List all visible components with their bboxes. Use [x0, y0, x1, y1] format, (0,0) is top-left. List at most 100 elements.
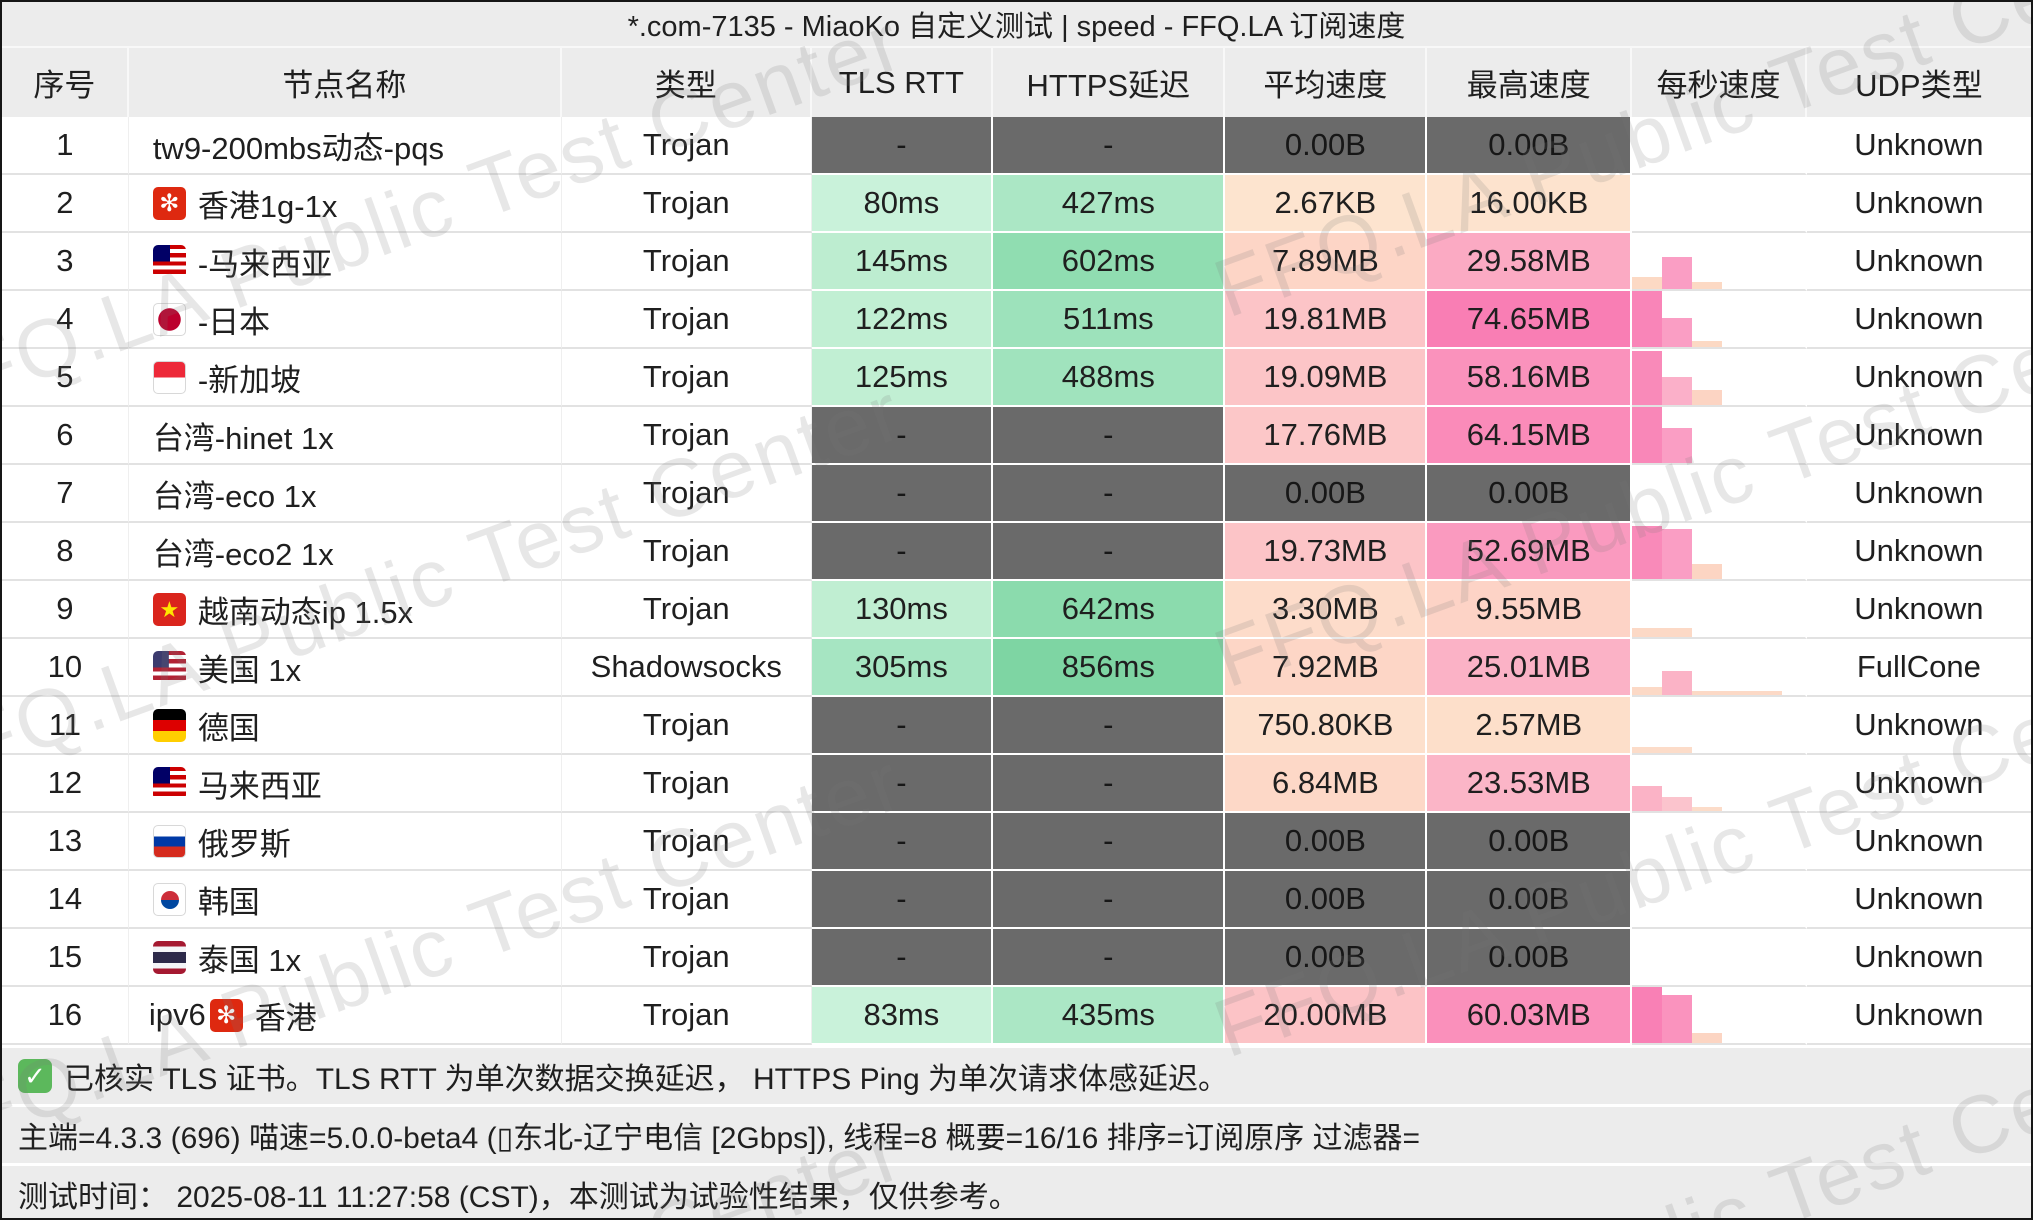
tls-rtt-cell: - [811, 523, 994, 581]
col-header-per-second: 每秒速度 [1632, 48, 1807, 117]
node-type-cell: Trojan [562, 117, 812, 175]
max-speed-cell: 2.57MB [1427, 697, 1633, 755]
speed-histogram-bar [1692, 564, 1723, 579]
udp-type-cell: Unknown [1806, 523, 2031, 581]
max-speed-cell: 58.16MB [1427, 349, 1633, 407]
node-name-cell: 越南动态ip 1.5x [128, 581, 562, 639]
speed-histogram-bar [1662, 747, 1693, 753]
per-second-chart-cell [1632, 291, 1807, 349]
https-latency-cell: - [993, 929, 1226, 987]
udp-type-cell: Unknown [1806, 175, 2031, 233]
avg-speed-cell: 6.84MB [1225, 755, 1428, 813]
node-name-label: -马来西亚 [197, 246, 333, 282]
node-name-cell: 美国 1x [128, 639, 562, 697]
node-name-cell: 台湾-eco 1x [128, 465, 562, 523]
table-row: 13 俄罗斯 Trojan - - 0.00B 0.00B Unknown [2, 813, 2031, 871]
flag-hk-icon [209, 998, 243, 1032]
table-row: 9 越南动态ip 1.5x Trojan 130ms 642ms 3.30MB … [2, 581, 2031, 639]
max-speed-cell: 60.03MB [1427, 987, 1633, 1045]
avg-speed-cell: 0.00B [1225, 871, 1428, 929]
speed-histogram-bar [1662, 528, 1693, 579]
row-index-cell: 9 [2, 581, 129, 639]
per-second-chart-cell [1632, 117, 1807, 175]
node-name-label: 越南动态ip 1.5x [197, 594, 414, 630]
per-second-chart-cell [1632, 407, 1807, 465]
table-row: 15 泰国 1x Trojan - - 0.00B 0.00B Unknown [2, 929, 2031, 987]
speed-histogram-bar [1632, 525, 1663, 579]
tls-rtt-cell: - [811, 465, 994, 523]
speed-histogram-bar [1632, 747, 1663, 753]
node-name-prefix: ipv6 [148, 997, 206, 1032]
udp-type-cell: Unknown [1806, 871, 2031, 929]
avg-speed-cell: 2.67KB [1225, 175, 1428, 233]
node-type-cell: Trojan [562, 465, 812, 523]
node-name-cell: ipv6 香港 [128, 987, 562, 1045]
speed-histogram-bar [1752, 691, 1783, 695]
https-latency-cell: - [993, 117, 1226, 175]
row-index-cell: 13 [2, 813, 129, 871]
avg-speed-cell: 3.30MB [1225, 581, 1428, 639]
udp-type-cell: Unknown [1806, 697, 2031, 755]
node-type-cell: Trojan [562, 233, 812, 291]
col-header-index: 序号 [2, 48, 129, 117]
avg-speed-cell: 19.73MB [1225, 523, 1428, 581]
table-row: 3 -马来西亚 Trojan 145ms 602ms 7.89MB 29.58M… [2, 233, 2031, 291]
https-latency-cell: - [993, 407, 1226, 465]
tls-rtt-cell: 125ms [811, 349, 994, 407]
node-name-label: 马来西亚 [197, 768, 322, 804]
avg-speed-cell: 750.80KB [1225, 697, 1428, 755]
tls-rtt-cell: 130ms [811, 581, 994, 639]
max-speed-cell: 52.69MB [1427, 523, 1633, 581]
tls-rtt-cell: - [811, 929, 994, 987]
tls-rtt-cell: 305ms [811, 639, 994, 697]
node-name-cell: 韩国 [128, 871, 562, 929]
max-speed-cell: 0.00B [1427, 929, 1633, 987]
speed-histogram-bar [1632, 350, 1663, 405]
node-type-cell: Trojan [562, 813, 812, 871]
row-index-cell: 5 [2, 349, 129, 407]
window-title: *.com-7135 - MiaoKo 自定义测试 | speed - FFQ.… [2, 2, 2031, 48]
udp-type-cell: Unknown [1806, 581, 2031, 639]
col-header-https-latency: HTTPS延迟 [993, 48, 1226, 117]
speed-histogram-bar [1722, 690, 1753, 695]
speed-histogram-bar [1632, 687, 1663, 695]
speed-histogram-bar [1632, 291, 1663, 347]
udp-type-cell: Unknown [1806, 987, 2031, 1045]
https-latency-cell: 427ms [993, 175, 1226, 233]
per-second-chart-cell [1632, 175, 1807, 233]
tls-rtt-cell: - [811, 755, 994, 813]
node-name-label: tw9-200mbs动态-pqs [152, 130, 444, 166]
flag-de-icon [152, 708, 186, 742]
speed-histogram-bar [1692, 341, 1723, 347]
node-name-cell: 俄罗斯 [128, 813, 562, 871]
flag-ru-icon [152, 824, 186, 858]
node-name-label: -新加坡 [197, 362, 302, 398]
row-index-cell: 6 [2, 407, 129, 465]
tls-rtt-cell: 145ms [811, 233, 994, 291]
speed-histogram-bar [1662, 670, 1693, 695]
per-second-chart-cell [1632, 233, 1807, 291]
max-speed-cell: 0.00B [1427, 871, 1633, 929]
avg-speed-cell: 7.92MB [1225, 639, 1428, 697]
row-index-cell: 3 [2, 233, 129, 291]
node-type-cell: Shadowsocks [562, 639, 812, 697]
footer-note-row: ✓ 已核实 TLS 证书。TLS RTT 为单次数据交换延迟， HTTPS Pi… [2, 1045, 2031, 1104]
footer-time-text: 测试时间： 2025-08-11 11:27:58 (CST)，本测试为试验性结… [18, 1181, 1019, 1214]
per-second-chart-cell [1632, 755, 1807, 813]
verified-check-icon: ✓ [18, 1059, 52, 1093]
node-name-label: 俄罗斯 [197, 826, 291, 862]
https-latency-cell: - [993, 755, 1226, 813]
node-name-cell: 台湾-eco2 1x [128, 523, 562, 581]
per-second-chart-cell [1632, 813, 1807, 871]
udp-type-cell: Unknown [1806, 813, 2031, 871]
speed-histogram-bar [1692, 1033, 1723, 1043]
node-type-cell: Trojan [562, 407, 812, 465]
footer-note-text: 已核实 TLS 证书。TLS RTT 为单次数据交换延迟， HTTPS Ping… [64, 1063, 1228, 1096]
avg-speed-cell: 20.00MB [1225, 987, 1428, 1045]
node-name-cell: tw9-200mbs动态-pqs [128, 117, 562, 175]
col-header-max-speed: 最高速度 [1427, 48, 1633, 117]
row-index-cell: 2 [2, 175, 129, 233]
tls-rtt-cell: - [811, 813, 994, 871]
speed-histogram-bar [1692, 389, 1723, 405]
table-row: 8 台湾-eco2 1x Trojan - - 19.73MB 52.69MB … [2, 523, 2031, 581]
